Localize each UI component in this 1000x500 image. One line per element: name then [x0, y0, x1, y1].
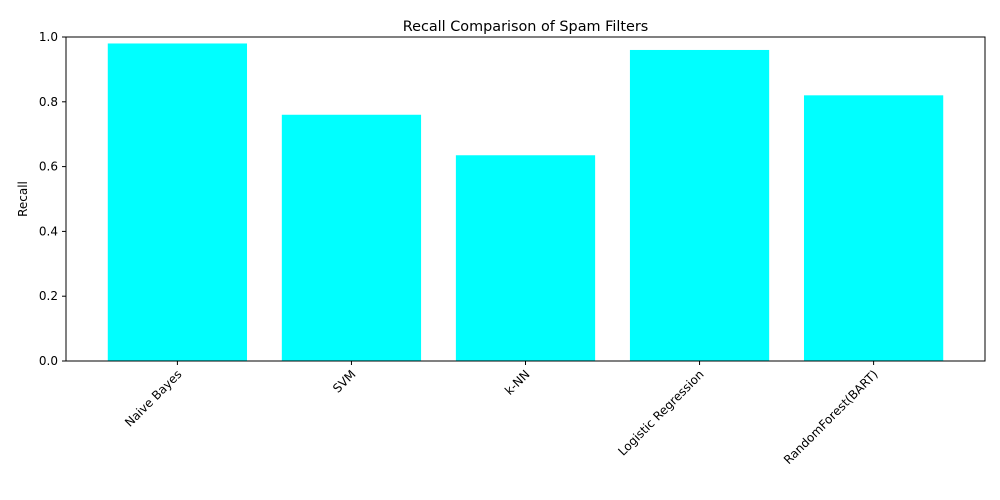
y-tick-label: 1.0	[39, 30, 58, 44]
y-tick-label: 0.8	[39, 95, 58, 109]
bar-3	[629, 49, 770, 362]
y-tick-label: 0.2	[39, 289, 58, 303]
y-tick-label: 0.6	[39, 160, 58, 174]
y-tick-label: 0.0	[39, 354, 58, 368]
bars-group	[107, 43, 944, 362]
y-axis-label: Recall	[16, 181, 30, 217]
bar-1	[281, 114, 422, 361]
y-axis-ticks: 0.0 0.2 0.4 0.6 0.8 1.0	[39, 30, 66, 368]
bar-4	[803, 95, 944, 361]
bar-0	[107, 43, 248, 361]
bar-2	[455, 155, 596, 361]
chart-title: Recall Comparison of Spam Filters	[403, 19, 649, 35]
plot-frame	[65, 36, 986, 362]
y-tick-label: 0.4	[39, 224, 58, 238]
